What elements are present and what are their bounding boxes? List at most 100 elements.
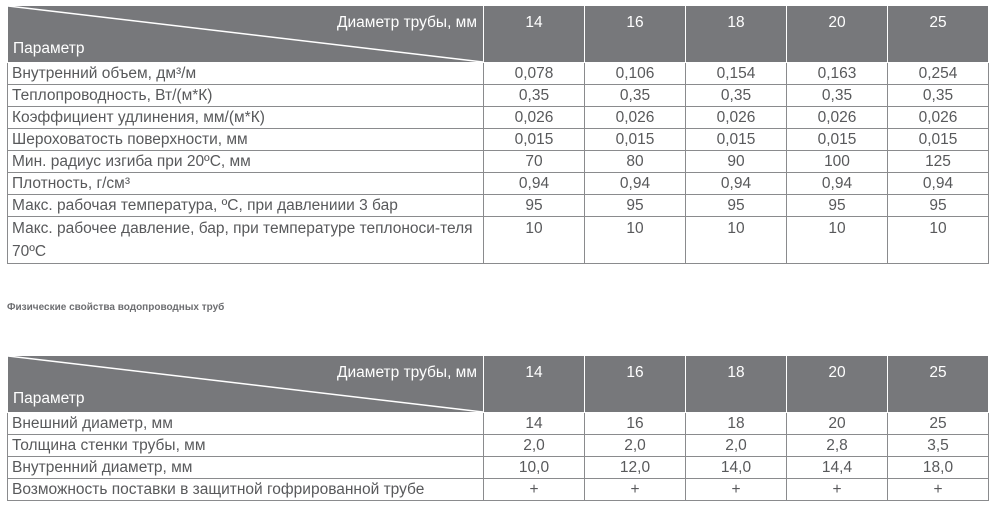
corner-header: Диаметр трубы, мм Параметр [7, 355, 484, 413]
diameter-column-header: 18 [685, 355, 787, 413]
value-cell: 0,026 [786, 106, 888, 129]
diameter-column-header: 16 [584, 355, 686, 413]
value-cell: 0,35 [584, 84, 686, 107]
value-cell: 0,026 [887, 106, 989, 129]
diameter-label: Диаметр трубы, мм [337, 364, 477, 381]
value-cell: 2,0 [685, 434, 787, 457]
value-cell: 0,35 [786, 84, 888, 107]
value-cell: 10 [685, 216, 787, 264]
value-cell: 2,0 [584, 434, 686, 457]
value-cell: 95 [584, 194, 686, 217]
parameter-name: Возможность поставки в защитной гофриров… [7, 478, 484, 501]
parameter-name: Макс. рабочая температура, ºС, при давле… [7, 194, 484, 217]
value-cell: 0,015 [483, 128, 585, 151]
value-cell: 0,94 [685, 172, 787, 195]
value-cell: 2,8 [786, 434, 888, 457]
parameter-name: Шероховатость поверхности, мм [7, 128, 484, 151]
value-cell: 0,94 [483, 172, 585, 195]
value-cell: 2,0 [483, 434, 585, 457]
value-cell: 18 [685, 412, 787, 435]
value-cell: 16 [584, 412, 686, 435]
value-cell: 0,026 [685, 106, 787, 129]
value-cell: 70 [483, 150, 585, 173]
table-row: Внутренний объем, дм³/м 0,078 0,106 0,154 0,… [7, 62, 989, 85]
value-cell: 0,94 [887, 172, 989, 195]
value-cell: 90 [685, 150, 787, 173]
value-cell: 14,0 [685, 456, 787, 479]
table-row: Коэффициент удлинения, мм/(м*К) 0,026 0,02… [7, 106, 989, 129]
value-cell: 0,106 [584, 62, 686, 85]
value-cell: 10 [786, 216, 888, 264]
value-cell: 20 [786, 412, 888, 435]
diameter-column-header: 25 [887, 5, 989, 63]
table-row: Мин. радиус изгиба при 20ºС, мм 70 80 90 100… [7, 150, 989, 173]
table-row: Плотность, г/см³ 0,94 0,94 0,94 0,94 0,94 [7, 172, 989, 195]
table-row: Внешний диаметр, мм 14 16 18 20 25 [7, 412, 989, 435]
diameter-column-header: 18 [685, 5, 787, 63]
value-cell: + [483, 478, 585, 501]
diameter-column-header: 25 [887, 355, 989, 413]
value-cell: 0,026 [483, 106, 585, 129]
value-cell: 10 [483, 216, 585, 264]
header-row: Диаметр трубы, мм Параметр 14 16 18 20 25 [7, 355, 989, 413]
value-cell: 95 [887, 194, 989, 217]
value-cell: 125 [887, 150, 989, 173]
value-cell: 14,4 [786, 456, 888, 479]
parameter-name: Внутренний диаметр, мм [7, 456, 484, 479]
diameter-column-header: 20 [786, 355, 888, 413]
value-cell: 0,94 [786, 172, 888, 195]
table-row: Возможность поставки в защитной гофриров… [7, 478, 989, 501]
parameter-name: Коэффициент удлинения, мм/(м*К) [7, 106, 484, 129]
pipe-properties-table: Диаметр трубы, мм Параметр 14 16 18 20 25 Внутр… [7, 5, 989, 264]
diameter-column-header: 20 [786, 5, 888, 63]
value-cell: 80 [584, 150, 686, 173]
value-cell: 18,0 [887, 456, 989, 479]
value-cell: 95 [685, 194, 787, 217]
value-cell: 0,254 [887, 62, 989, 85]
corner-header: Диаметр трубы, мм Параметр [7, 5, 484, 63]
header-row: Диаметр трубы, мм Параметр 14 16 18 20 25 [7, 5, 989, 63]
table-row: Макс. рабочее давление, бар, при темпера… [7, 216, 989, 264]
value-cell: 95 [483, 194, 585, 217]
value-cell: 10 [584, 216, 686, 264]
diameter-column-header: 14 [483, 5, 585, 63]
table-row: Внутренний диаметр, мм 10,0 12,0 14,0 14,4 18… [7, 456, 989, 479]
table-row: Шероховатость поверхности, мм 0,015 0,015 0… [7, 128, 989, 151]
value-cell: 0,015 [786, 128, 888, 151]
value-cell: 100 [786, 150, 888, 173]
diameter-label: Диаметр трубы, мм [337, 14, 477, 31]
value-cell: 0,015 [685, 128, 787, 151]
value-cell: + [786, 478, 888, 501]
value-cell: 0,154 [685, 62, 787, 85]
value-cell: 25 [887, 412, 989, 435]
value-cell: + [887, 478, 989, 501]
diameter-column-header: 16 [584, 5, 686, 63]
value-cell: 0,015 [584, 128, 686, 151]
value-cell: 12,0 [584, 456, 686, 479]
value-cell: 14 [483, 412, 585, 435]
table-row: Макс. рабочая температура, ºС, при давле… [7, 194, 989, 217]
value-cell: 0,163 [786, 62, 888, 85]
parameter-name: Внутренний объем, дм³/м [7, 62, 484, 85]
parameter-name: Мин. радиус изгиба при 20ºС, мм [7, 150, 484, 173]
value-cell: 95 [786, 194, 888, 217]
value-cell: 3,5 [887, 434, 989, 457]
value-cell: + [685, 478, 787, 501]
value-cell: 0,015 [887, 128, 989, 151]
value-cell: 0,94 [584, 172, 686, 195]
value-cell: 0,35 [483, 84, 585, 107]
water-pipe-properties-table: Диаметр трубы, мм Параметр 14 16 18 20 25 Внешн… [7, 355, 989, 501]
parameter-name: Плотность, г/см³ [7, 172, 484, 195]
parameter-name: Внешний диаметр, мм [7, 412, 484, 435]
table-caption: Физические свойства водопроводных труб [7, 302, 225, 313]
table-row: Толщина стенки трубы, мм 2,0 2,0 2,0 2,8 3,5 [7, 434, 989, 457]
value-cell: + [584, 478, 686, 501]
parameter-name: Теплопроводность, Вт/(м*К) [7, 84, 484, 107]
value-cell: 0,35 [685, 84, 787, 107]
table-row: Теплопроводность, Вт/(м*К) 0,35 0,35 0,35 0,… [7, 84, 989, 107]
value-cell: 10 [887, 216, 989, 264]
parameter-label: Параметр [13, 40, 85, 57]
diameter-column-header: 14 [483, 355, 585, 413]
parameter-name: Толщина стенки трубы, мм [7, 434, 484, 457]
value-cell: 0,026 [584, 106, 686, 129]
